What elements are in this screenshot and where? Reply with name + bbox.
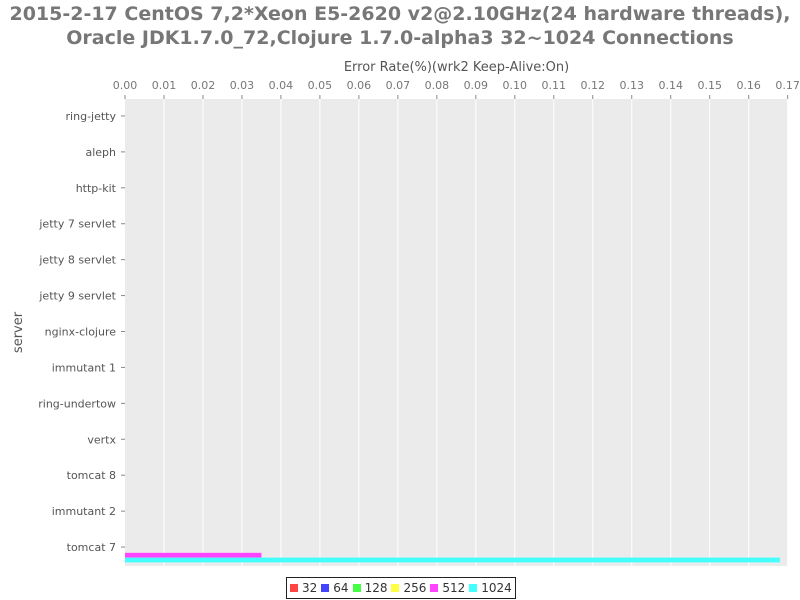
legend-swatch bbox=[290, 584, 298, 592]
y-tick-label: jetty 7 servlet bbox=[38, 218, 116, 231]
legend-item: 64 bbox=[321, 581, 349, 595]
x-tick-label: 0.16 bbox=[736, 79, 761, 92]
x-tick-label: 0.10 bbox=[503, 79, 528, 92]
legend-item: 32 bbox=[290, 581, 317, 595]
legend: 32 64 128 256 512 1024 bbox=[286, 577, 516, 599]
legend-swatch bbox=[430, 584, 439, 592]
y-tick-label: vertx bbox=[87, 433, 116, 446]
legend-item: 128 bbox=[352, 581, 388, 595]
legend-item: 512 bbox=[430, 581, 465, 595]
legend-swatch bbox=[352, 584, 361, 592]
x-tick-label: 0.12 bbox=[581, 79, 606, 92]
y-tick-label: nginx-clojure bbox=[45, 326, 117, 339]
y-axis: ring-jetty aleph http-kit jetty 7 servlet je… bbox=[38, 110, 125, 554]
legend-swatch bbox=[391, 584, 400, 592]
bars bbox=[125, 552, 780, 563]
y-tick-label: immutant 2 bbox=[52, 505, 116, 518]
y-tick-label: jetty 9 servlet bbox=[38, 290, 116, 303]
x-tick-label: 0.08 bbox=[425, 79, 450, 92]
x-tick-label: 0.04 bbox=[269, 79, 294, 92]
bar-512-tomcat-7 bbox=[125, 552, 262, 558]
legend-item: 256 bbox=[391, 581, 426, 595]
legend-label: 32 bbox=[302, 581, 318, 595]
y-tick-label: ring-undertow bbox=[38, 397, 116, 410]
y-tick-label: jetty 8 servlet bbox=[38, 254, 116, 267]
y-axis-label: server bbox=[11, 311, 26, 353]
bar-1024-tomcat-7 bbox=[125, 557, 780, 563]
legend-label: 64 bbox=[333, 581, 349, 595]
y-tick-label: aleph bbox=[85, 146, 116, 159]
x-tick-label: 0.01 bbox=[152, 79, 177, 92]
x-axis: 0.00 0.01 0.02 0.03 0.04 0.05 0.06 0.07 0.08 0.09… bbox=[113, 79, 800, 99]
legend-label: 256 bbox=[403, 581, 427, 595]
y-tick-label: tomcat 8 bbox=[67, 469, 116, 482]
x-tick-label: 0.14 bbox=[658, 79, 683, 92]
x-axis-label: Error Rate(%)(wrk2 Keep-Alive:On) bbox=[344, 60, 569, 75]
x-tick-label: 0.05 bbox=[308, 79, 333, 92]
x-tick-label: 0.11 bbox=[542, 79, 567, 92]
y-tick-label: tomcat 7 bbox=[67, 541, 116, 554]
x-tick-label: 0.03 bbox=[230, 79, 255, 92]
x-tick-label: 0.07 bbox=[386, 79, 411, 92]
legend-label: 512 bbox=[442, 581, 466, 595]
plot-area bbox=[125, 99, 788, 566]
x-tick-label: 0.09 bbox=[464, 79, 489, 92]
x-tick-label: 0.02 bbox=[191, 79, 216, 92]
x-tick-label: 0.00 bbox=[113, 79, 138, 92]
legend-label: 128 bbox=[364, 581, 388, 595]
chart-title: 2015-2-17 CentOS 7,2*Xeon E5-2620 v2@2.1… bbox=[9, 3, 791, 25]
x-tick-label: 0.13 bbox=[619, 79, 644, 92]
y-tick-label: http-kit bbox=[76, 182, 117, 195]
legend-label: 1024 bbox=[481, 581, 512, 595]
grid-lines bbox=[163, 99, 789, 566]
legend-item: 1024 bbox=[469, 581, 512, 595]
y-tick-label: immutant 1 bbox=[52, 361, 116, 374]
y-tick-label: ring-jetty bbox=[66, 110, 117, 123]
x-tick-label: 0.06 bbox=[347, 79, 372, 92]
legend-swatch bbox=[469, 584, 478, 592]
x-tick-label: 0.15 bbox=[697, 79, 722, 92]
x-tick-label: 0.17 bbox=[775, 79, 800, 92]
chart-subtitle: Oracle JDK1.7.0_72,Clojure 1.7.0-alpha3 … bbox=[66, 27, 734, 49]
legend-swatch bbox=[321, 584, 330, 592]
